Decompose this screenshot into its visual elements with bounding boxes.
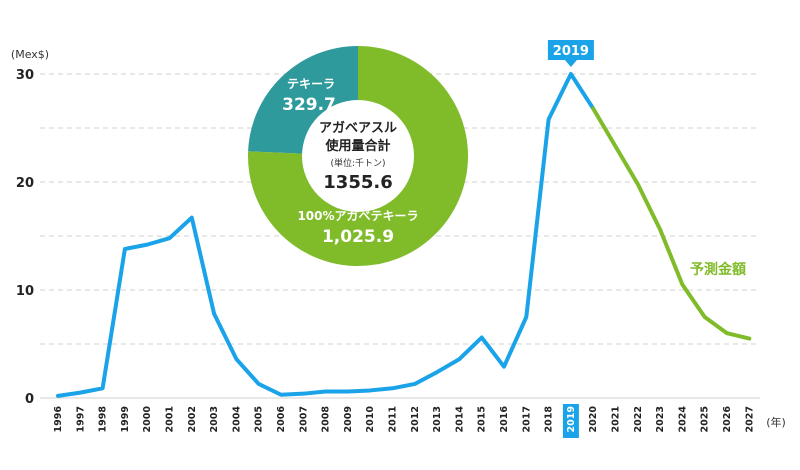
x-tick-label: 2017 xyxy=(521,406,532,432)
x-tick-label: 2015 xyxy=(477,406,488,432)
series-line-forecast xyxy=(591,106,752,341)
y-axis: 0 10 20 30 xyxy=(16,68,34,407)
slice-value-100-agave: 1,025.9 xyxy=(322,227,394,247)
x-tick-label: 2019 xyxy=(566,406,577,432)
x-tick-label: 2001 xyxy=(165,406,176,432)
donut-chart: アガベアスル 使用量合計 (単位:千トン) 1355.6 テキーラ 329.7 … xyxy=(248,46,468,267)
highlight-callout-box xyxy=(547,40,594,67)
x-tick-label: 2014 xyxy=(454,406,465,433)
x-tick-label: 2018 xyxy=(544,406,555,433)
x-tick-label: 2004 xyxy=(231,406,242,433)
x-tick-label: 2005 xyxy=(254,406,265,432)
slice-label-100-agave: 100%アガベテキーラ xyxy=(297,208,418,223)
x-tick-label: 2022 xyxy=(633,406,644,432)
donut-center-unit: (単位:千トン) xyxy=(330,157,385,169)
x-tick-label: 2008 xyxy=(321,406,332,433)
x-tick-label: 2024 xyxy=(677,406,688,433)
x-tick-label: 2011 xyxy=(388,406,399,432)
donut-center-total: 1355.6 xyxy=(323,172,392,193)
y-axis-unit: (Mex$) xyxy=(11,48,49,61)
x-axis: 1996 1997 1998 1999 2000 2001 2002 2003 2004 2005… xyxy=(53,404,755,438)
slice-label-tequila: テキーラ xyxy=(287,77,335,91)
x-tick-label: 2026 xyxy=(722,406,733,433)
slice-value-tequila: 329.7 xyxy=(282,95,336,115)
x-tick-highlight xyxy=(562,404,579,438)
x-tick-label: 2027 xyxy=(744,406,755,432)
x-tick-label: 2025 xyxy=(700,406,711,432)
x-tick-label: 2009 xyxy=(343,406,354,432)
x-tick-label: 2021 xyxy=(611,406,622,432)
donut-center-title-line1: アガベアスル xyxy=(319,121,397,136)
highlight-callout-label: 2019 xyxy=(553,44,589,59)
line-series xyxy=(56,72,752,398)
x-tick-label: 2012 xyxy=(410,406,421,432)
x-tick-label: 2013 xyxy=(432,406,443,432)
x-tick-label: 2000 xyxy=(142,406,153,433)
x-axis-unit: (年) xyxy=(766,415,786,429)
forecast-series-label: 予測金額 xyxy=(690,261,746,278)
x-tick-label: 2002 xyxy=(187,406,198,432)
x-tick-label: 1997 xyxy=(75,406,86,432)
x-tick-label: 1996 xyxy=(53,406,64,433)
x-tick-label: 1999 xyxy=(120,406,131,432)
x-tick-label: 2006 xyxy=(276,406,287,433)
x-tick-label: 2016 xyxy=(499,406,510,433)
x-tick-label: 2003 xyxy=(209,406,220,432)
highlight-callout: 2019 xyxy=(547,40,594,67)
x-tick-label: 2020 xyxy=(588,406,599,433)
donut-center-title-line2: 使用量合計 xyxy=(324,138,390,154)
x-tick-label: 2007 xyxy=(298,406,309,432)
y-tick-label: 20 xyxy=(16,176,34,191)
donut-hole xyxy=(302,100,414,212)
y-tick-label: 0 xyxy=(25,392,34,407)
x-tick-label: 1998 xyxy=(98,406,109,433)
x-tick-label: 2023 xyxy=(655,406,666,432)
series-line-actual xyxy=(56,72,596,398)
y-tick-label: 10 xyxy=(16,284,34,299)
x-tick-label: 2010 xyxy=(365,406,376,433)
y-tick-label: 30 xyxy=(16,68,34,83)
